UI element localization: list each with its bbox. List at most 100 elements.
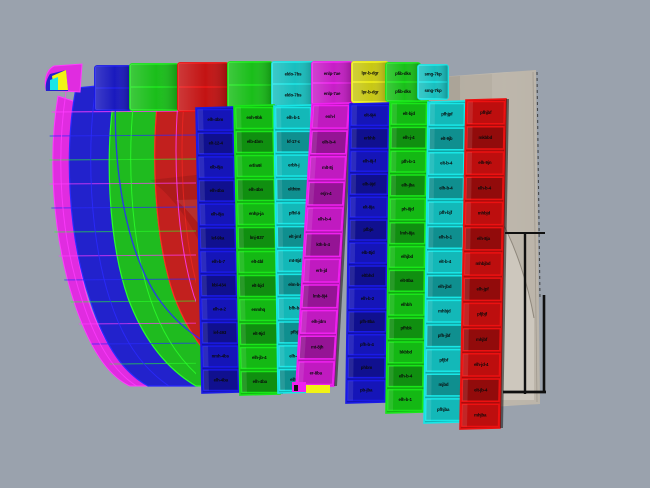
mesh-cell[interactable]: elb-8jd — [348, 242, 388, 264]
mesh-cell[interactable]: enhp-ja — [236, 202, 276, 226]
mesh-cell[interactable]: mhjbf — [462, 327, 502, 352]
mesh-cell[interactable]: elh-jb-4 — [239, 346, 279, 370]
mesh-column[interactable]: enh-l elh-b-4 mlt-8j erjn-4 elh-b-4 kth-b-4 er… — [295, 102, 353, 388]
mesh-cell[interactable]: elh-b-4 — [309, 130, 348, 155]
top-strip-cell[interactable] — [94, 65, 132, 111]
mesh-cell[interactable]: pfh-8ba — [347, 311, 387, 333]
mesh-cell[interactable]: elh-8ja — [198, 203, 236, 226]
mesh-cell[interactable]: kbl-434 — [200, 274, 238, 297]
mesh-cell[interactable]: elt-8ba — [388, 269, 426, 293]
mesh-cell[interactable]: pfbjn — [348, 219, 388, 241]
mesh-cell[interactable]: elb-4bm — [235, 130, 275, 154]
mesh-cell[interactable]: elhbh — [387, 293, 425, 316]
mesh-cell[interactable]: lef-9ka — [199, 227, 237, 250]
mesh-cell[interactable]: elh-9jd — [349, 173, 389, 195]
mesh-cell[interactable]: elt-8ja — [349, 196, 389, 218]
mesh-cell[interactable]: pfh-b-1 — [389, 150, 427, 173]
mesh-cell[interactable]: pfhjbf — [466, 100, 506, 125]
mesh-cell[interactable]: erjn-4 — [306, 181, 345, 206]
mesh-cell[interactable]: elh-a-2 — [200, 298, 238, 321]
mesh-cell[interactable]: elh-jpf — [463, 277, 503, 302]
mesh-cell[interactable]: elh-4ba — [202, 369, 240, 392]
mesh-cell[interactable]: elt-jb-4 — [461, 378, 501, 403]
mesh-cell[interactable]: elh-4bn — [236, 178, 276, 202]
mesh-column[interactable]: enh-9bk elb-4bm erfm9l elh-4bn enhp-ja lmj-83… — [233, 104, 283, 396]
mesh-cell[interactable]: mhbjd — [425, 299, 463, 323]
mesh-cell[interactable]: elb-8ja — [197, 156, 235, 179]
mesh-cell[interactable]: pfhbk — [387, 317, 425, 340]
mesh-cell[interactable]: lmh-8ja — [388, 221, 426, 245]
mesh-cell[interactable]: pb-jba — [346, 379, 386, 402]
mesh-cell[interactable]: erh-jd — [302, 258, 341, 283]
mesh-cell[interactable]: elh-j-4 — [390, 126, 427, 149]
mesh-cell[interactable]: pfhjba — [424, 398, 462, 422]
mesh-cell[interactable]: er-8ba — [296, 361, 335, 386]
mesh-cell[interactable]: lef-493 — [201, 321, 239, 344]
mesh-cell[interactable]: elt-9jd — [239, 322, 279, 346]
mesh-cell[interactable]: bkbbd — [387, 341, 425, 364]
mesh-cell[interactable]: enh-9bk — [234, 106, 274, 130]
mesh-cell[interactable]: elh-jba — [389, 174, 427, 197]
mesh-cell[interactable]: mlt-8j — [308, 156, 347, 181]
top-strip-cell[interactable] — [177, 62, 229, 112]
top-strip[interactable]: eldo-7bs eldo-7bs enlp-7ae enlp-7ae lpr-b-dg… — [94, 61, 449, 112]
top-strip-cell[interactable]: smg-7kp smg-7kp — [417, 64, 449, 100]
mesh-cell[interactable]: mt-8jh — [298, 335, 337, 360]
mesh-cell[interactable]: enmhq — [238, 298, 278, 322]
mesh-cell[interactable]: elh-8j-f — [349, 150, 389, 173]
mesh-cell[interactable]: elhjbd — [388, 245, 426, 269]
mesh-cell[interactable]: elh-b-1 — [386, 388, 424, 412]
mesh-cell[interactable]: pfh-jbf — [425, 324, 463, 348]
mesh-cell[interactable]: elh-9jn — [465, 151, 505, 175]
mesh-cell[interactable]: elh-jbd — [426, 275, 464, 299]
mesh-cell[interactable]: mhbjbd — [463, 252, 503, 276]
label-columns[interactable]: elh-4bm elt-12-4 elb-8ja elh-4ba elh-8ja lef-… — [195, 98, 509, 430]
mesh-cell[interactable]: elh-b-4 — [427, 176, 465, 200]
mesh-cell[interactable]: elh-4bm — [196, 108, 234, 131]
mesh-cell[interactable]: pfh-bjf — [427, 201, 465, 225]
mesh-cell[interactable]: phbm — [347, 356, 386, 379]
mesh-cell[interactable]: mkbbd — [465, 125, 505, 150]
top-strip-cell[interactable] — [227, 61, 273, 109]
mesh-cell[interactable]: elt-9jb — [428, 127, 465, 151]
mesh-cell[interactable]: elh-b-4 — [464, 176, 504, 201]
mesh-cell[interactable]: mhbjd — [464, 201, 504, 226]
top-strip-cell[interactable]: eldo-7bs eldo-7bs — [271, 61, 315, 107]
mesh-cell[interactable]: pfhjpf — [428, 102, 466, 126]
mesh-cell[interactable]: elh-b-7 — [199, 250, 237, 273]
mesh-cell[interactable]: elh-jdm — [299, 309, 338, 334]
mesh-cell[interactable]: nmh-4bs — [201, 345, 239, 368]
mesh-cell[interactable]: mjbd — [425, 373, 462, 397]
mesh-cell[interactable]: mhjba — [460, 403, 500, 428]
mesh-cell[interactable]: ph-8jd — [389, 198, 427, 221]
mesh-cell[interactable]: erbhb — [350, 127, 389, 150]
mesh-cell[interactable]: eltbhd — [348, 265, 388, 287]
mesh-cell[interactable]: pfjbf — [425, 348, 463, 373]
mesh-cell[interactable]: pfhf-9 — [276, 202, 313, 225]
mesh-cell[interactable]: elt-bjd — [238, 274, 278, 298]
top-strip-cell[interactable]: pfib-dks pfib-dks — [385, 62, 421, 102]
mesh-cell[interactable]: elt-4bl — [237, 250, 277, 274]
mesh-cell[interactable]: elh-b-4 — [305, 207, 344, 232]
top-strip-cell[interactable]: lpr-b-dgr lpr-b-dgr — [351, 61, 389, 103]
mesh-cell[interactable]: kf-17-c — [275, 130, 312, 153]
mesh-cell[interactable]: elt-b-4 — [427, 151, 465, 176]
mesh-cell[interactable]: elh-4ba — [198, 179, 236, 202]
mesh-cell[interactable]: elh-4ba — [240, 370, 280, 394]
mesh-cell[interactable]: erbh-j — [275, 154, 313, 177]
mesh-cell[interactable]: elh-8ja — [463, 226, 503, 251]
mesh-column[interactable]: pfhjbf mkbbd elh-9jn elh-b-4 mhbjd elh-8ja mhb… — [459, 98, 509, 430]
mesh-cell[interactable]: lmj-837 — [237, 226, 277, 250]
mesh-cell[interactable]: elt-bjd — [390, 102, 428, 126]
mesh-cell[interactable]: elh-b-1 — [274, 106, 312, 130]
mesh-cell[interactable]: elt-12-4 — [197, 132, 235, 155]
mesh-cell[interactable]: elt-b-4 — [426, 250, 464, 274]
mesh-cell[interactable]: elh-b-4 — [387, 365, 424, 388]
mesh-cell[interactable]: elh-b-1 — [426, 225, 464, 249]
mesh-cell[interactable]: pfh-b-4 — [347, 333, 387, 356]
mesh-cell[interactable]: elh-jd-4 — [461, 353, 501, 377]
mesh-cell[interactable]: pfjbjf — [462, 302, 502, 327]
mesh-column[interactable]: pfhjpf elt-9jb elt-b-4 elh-b-4 pfh-bjf elh-b-… — [423, 100, 469, 424]
mesh-column[interactable]: elt-bjd elh-j-4 pfh-b-1 elh-jba ph-8jd lmh-8j… — [385, 100, 431, 414]
